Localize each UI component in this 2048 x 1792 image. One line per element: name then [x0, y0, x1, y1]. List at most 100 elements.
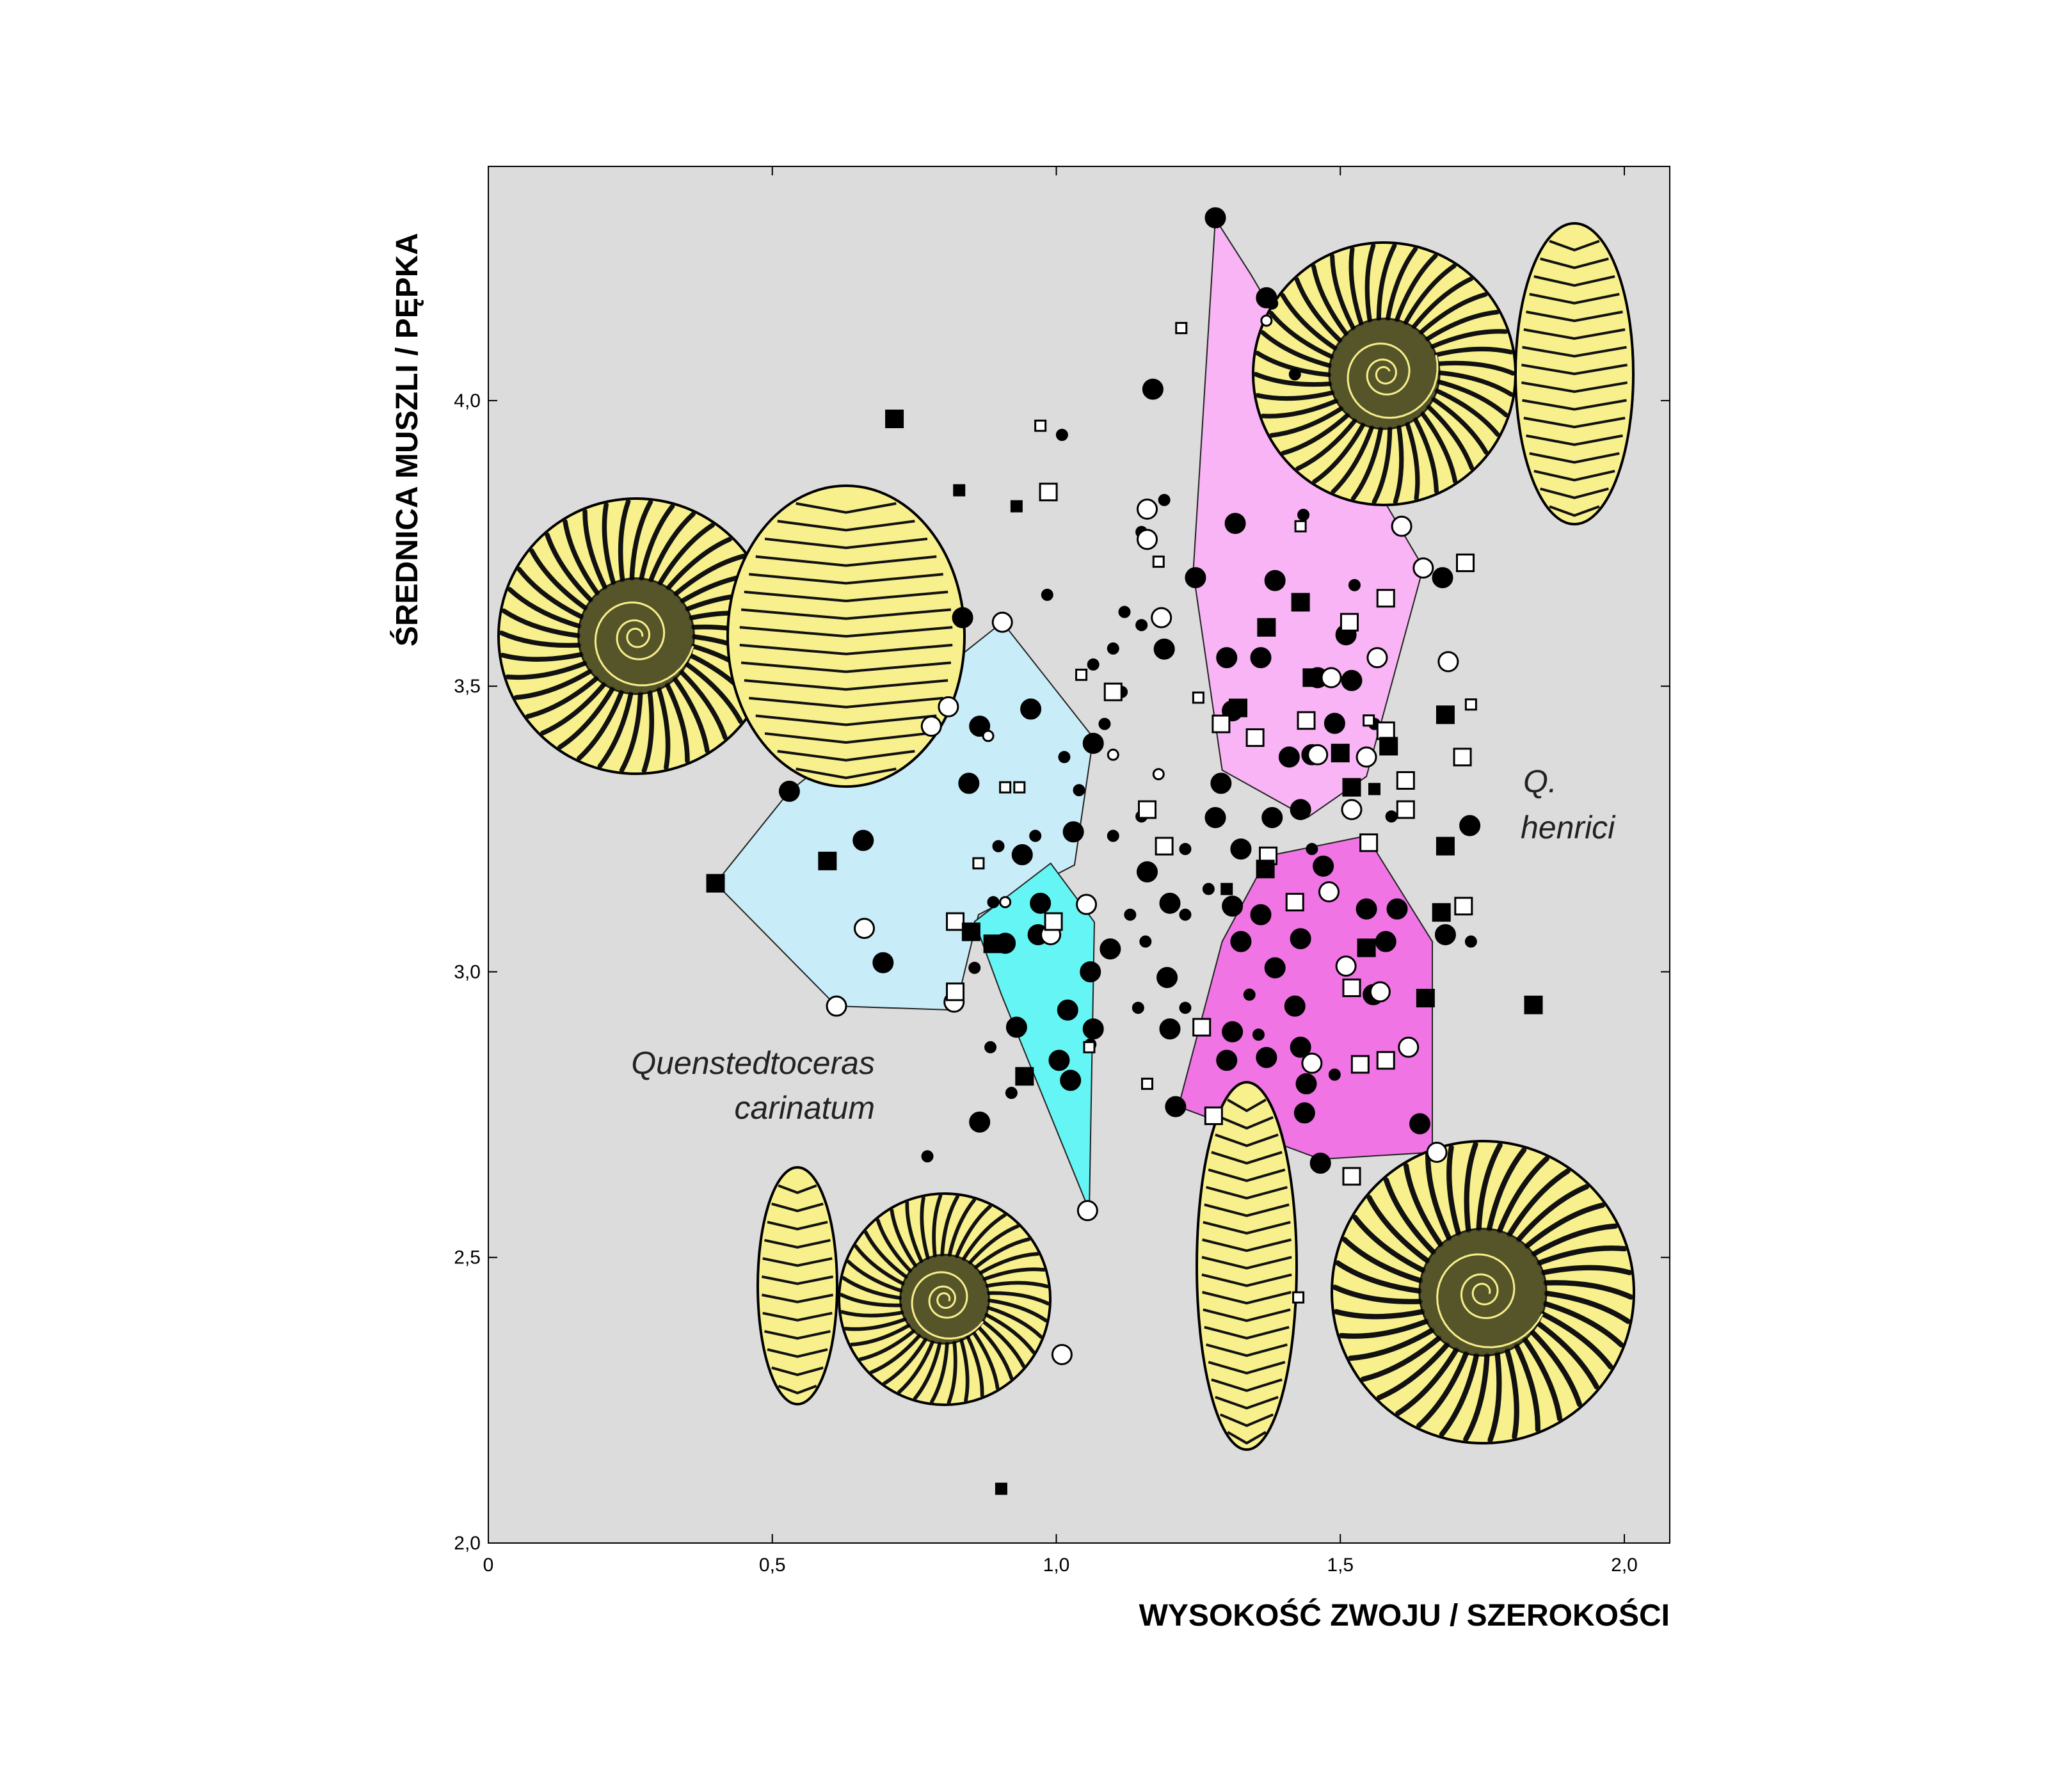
data-point — [1285, 893, 1304, 912]
shell-rib — [1540, 257, 1609, 269]
y-tick-label: 2,5 — [454, 1247, 481, 1268]
data-point — [852, 829, 874, 851]
data-point — [1073, 784, 1085, 797]
data-point — [1010, 500, 1023, 513]
data-point — [1155, 836, 1174, 856]
data-point — [1192, 691, 1204, 704]
shell-rib — [1201, 1273, 1292, 1287]
shell-rib — [771, 1366, 824, 1377]
shell-rib — [929, 1341, 949, 1404]
shell-rib — [577, 689, 624, 761]
data-point — [1137, 529, 1158, 550]
data-point — [1437, 651, 1459, 673]
data-point — [1386, 898, 1408, 920]
shell-rib — [1227, 1098, 1267, 1112]
data-point — [999, 896, 1012, 909]
shell-rib — [767, 1220, 828, 1231]
shell-rib — [1542, 1300, 1624, 1348]
data-point — [1342, 978, 1361, 997]
shell-rib — [1360, 1335, 1442, 1382]
shell-rib — [540, 682, 607, 736]
shell-rib — [890, 1208, 918, 1268]
y-tick-label: 3,0 — [454, 961, 481, 982]
shell-rib — [1464, 1141, 1478, 1233]
data-point — [961, 922, 980, 941]
shell-rib — [1295, 418, 1357, 471]
shell-rib — [1540, 1311, 1613, 1370]
data-point — [1288, 368, 1301, 381]
shell-rib — [764, 537, 928, 550]
shell-rib — [1496, 1156, 1549, 1234]
data-point — [1359, 833, 1379, 852]
data-point — [1453, 748, 1472, 767]
shell-rib — [529, 548, 588, 611]
shell-rib — [978, 1252, 1040, 1275]
data-point — [1192, 1018, 1212, 1037]
data-point — [1139, 935, 1152, 948]
data-point — [1291, 593, 1310, 612]
shell-rib — [1338, 1318, 1430, 1339]
shell-rib — [1269, 406, 1344, 438]
shell-rib — [1430, 396, 1489, 455]
shell-rib — [897, 1340, 935, 1395]
shell-rib — [972, 1331, 1000, 1390]
data-point — [1230, 838, 1252, 860]
data-point — [1264, 957, 1286, 979]
data-point — [1307, 744, 1329, 765]
data-point — [1060, 1069, 1082, 1091]
data-point — [1278, 746, 1300, 768]
plot-frame — [488, 166, 1670, 1544]
data-point — [1224, 513, 1246, 534]
data-point — [921, 1150, 934, 1163]
ammonite-illustration — [497, 497, 775, 775]
shell-rib — [1463, 1352, 1490, 1442]
data-point — [1212, 714, 1231, 733]
ammonite-illustration — [1514, 222, 1635, 525]
data-point — [1396, 771, 1415, 790]
data-point — [1368, 783, 1380, 796]
ammonite-illustration — [1331, 1140, 1635, 1444]
data-point — [1216, 1050, 1238, 1071]
data-point — [1454, 897, 1473, 916]
data-point — [1044, 912, 1063, 931]
shell-rib — [664, 682, 690, 764]
shell-rib — [1434, 388, 1500, 437]
shell-rib — [968, 1224, 1020, 1265]
shell-rib — [1522, 399, 1627, 411]
data-point — [1379, 737, 1398, 756]
data-point — [1459, 815, 1481, 836]
data-point — [968, 961, 981, 974]
shell-rib — [1549, 239, 1600, 252]
shell-rib — [1253, 372, 1332, 387]
data-point — [1107, 642, 1119, 655]
data-point — [999, 781, 1012, 794]
shell-rib — [961, 1213, 1007, 1261]
shell-rib — [1425, 1152, 1452, 1242]
data-point — [1301, 1052, 1323, 1074]
shell-rib — [1523, 417, 1626, 429]
data-point — [1294, 520, 1307, 532]
data-point — [1076, 893, 1098, 915]
data-point — [1048, 1050, 1070, 1071]
shell-rib — [1376, 243, 1397, 321]
data-point — [885, 409, 904, 428]
data-point — [1204, 806, 1226, 828]
data-point — [1324, 712, 1345, 734]
shell-rib — [1446, 1144, 1461, 1236]
shell-rib — [973, 1237, 1031, 1270]
data-point — [1076, 1200, 1098, 1222]
shell-rib — [1507, 1168, 1571, 1238]
y-tick-label: 2,0 — [454, 1533, 481, 1554]
shell-rib — [1260, 398, 1339, 419]
data-point — [1204, 1106, 1223, 1125]
shell-rib — [1206, 1343, 1288, 1357]
shell-rib — [1281, 412, 1350, 456]
shell-rib — [505, 660, 588, 680]
shell-rib — [755, 714, 937, 726]
data-point — [946, 982, 965, 1002]
shell-rib — [1526, 434, 1623, 446]
shell-rib — [740, 608, 952, 620]
shell-rib — [1542, 1280, 1634, 1300]
shell-rib — [1330, 253, 1356, 331]
shell-rib — [1202, 1291, 1292, 1305]
